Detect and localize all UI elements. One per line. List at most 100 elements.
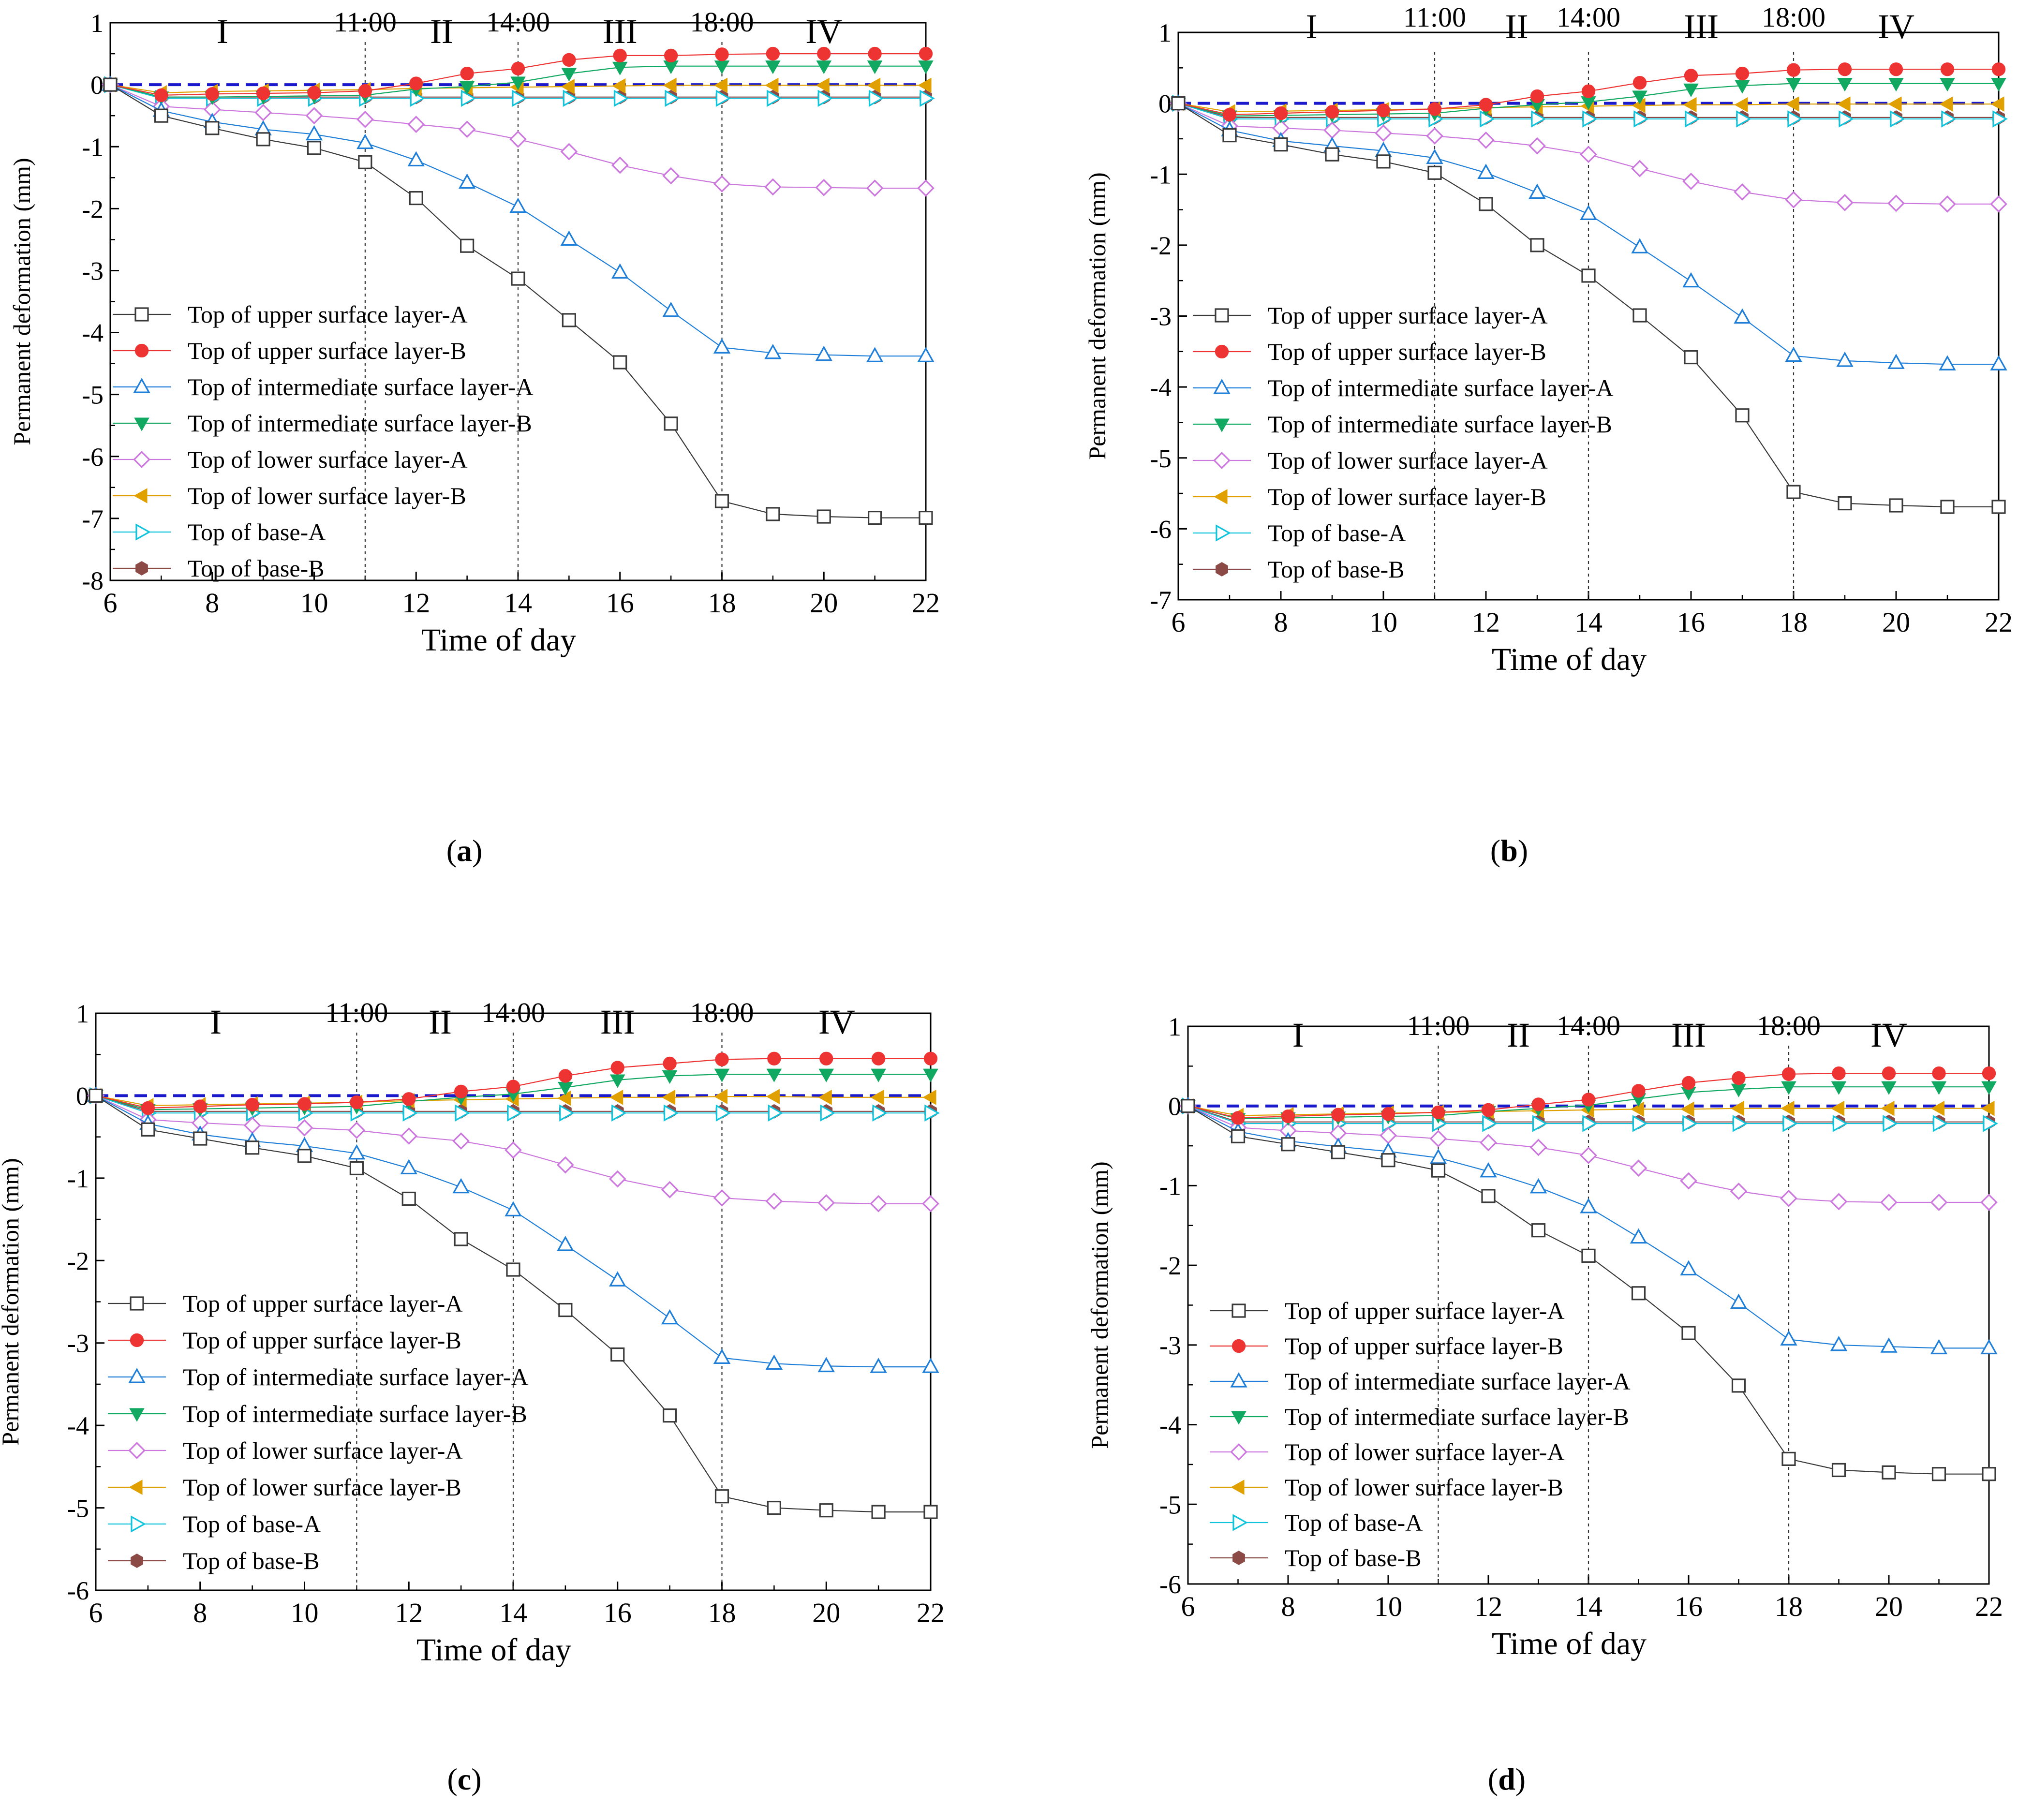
- x-tick-label: 10: [1369, 607, 1397, 638]
- data-point: [307, 141, 322, 155]
- legend-marker: [133, 378, 150, 393]
- x-tick-label: 8: [193, 1597, 207, 1628]
- data-point: [254, 104, 272, 121]
- legend-marker: [130, 1333, 144, 1347]
- legend-item: Top of lower surface layer-A: [113, 446, 468, 473]
- data-point: [1683, 83, 1699, 97]
- data-point: [1532, 1115, 1548, 1132]
- y-tick-label: -6: [82, 443, 104, 472]
- data-point: [816, 77, 830, 93]
- data-point: [1331, 1145, 1346, 1159]
- data-point: [765, 1354, 783, 1370]
- y-tick-label: -5: [1159, 1490, 1181, 1519]
- data-point: [1932, 1066, 1946, 1080]
- legend-marker: [1232, 1339, 1246, 1353]
- legend-marker: [1213, 452, 1231, 469]
- y-tick-label: -4: [1150, 373, 1172, 402]
- data-point: [766, 1068, 782, 1082]
- data-point: [1734, 308, 1751, 324]
- data-point: [1837, 78, 1853, 92]
- data-point: [609, 1090, 623, 1105]
- y-tick-label: 0: [1158, 89, 1172, 118]
- stage-label: I: [217, 12, 228, 51]
- legend-marker: [1214, 489, 1228, 504]
- data-point: [922, 1090, 936, 1105]
- data-point: [458, 120, 476, 138]
- x-tick-label: 20: [810, 587, 838, 619]
- data-point: [1930, 1339, 1948, 1355]
- x-tick-label: 8: [1281, 1591, 1295, 1622]
- data-point: [455, 1104, 470, 1122]
- y-tick-label: -6: [67, 1576, 89, 1605]
- data-point: [663, 1056, 677, 1071]
- y-tick-label: 1: [90, 9, 104, 38]
- data-point: [297, 1149, 312, 1163]
- data-point: [1480, 1162, 1497, 1178]
- data-point: [663, 60, 679, 74]
- legend-item: Top of upper surface layer-A: [113, 301, 468, 328]
- legend-item: Top of base-A: [1210, 1509, 1423, 1536]
- panel-caption: (c): [447, 1762, 481, 1796]
- data-point: [1839, 110, 1854, 128]
- legend-label: Top of upper surface layer-B: [183, 1327, 461, 1354]
- data-point: [661, 1309, 679, 1325]
- data-point: [454, 1232, 468, 1246]
- data-point: [1281, 1137, 1295, 1152]
- x-tick-label: 18: [1780, 607, 1808, 638]
- y-tick-label: -1: [67, 1164, 89, 1193]
- x-tick-label: 20: [1875, 1591, 1903, 1622]
- data-point: [1630, 1228, 1647, 1244]
- data-point: [193, 1099, 207, 1113]
- data-point: [1376, 154, 1391, 169]
- data-point: [1481, 1189, 1496, 1203]
- data-point: [400, 1127, 418, 1145]
- y-tick-label: -3: [1159, 1331, 1181, 1360]
- data-point: [1581, 1093, 1596, 1107]
- data-point: [713, 338, 731, 354]
- data-point: [919, 511, 933, 525]
- data-point: [141, 1101, 155, 1115]
- data-point: [1477, 132, 1495, 149]
- data-point: [820, 1104, 836, 1122]
- time-marker-label: 18:00: [1762, 1, 1825, 33]
- data-point: [1375, 141, 1392, 157]
- data-point: [767, 1051, 781, 1065]
- data-point: [245, 1098, 259, 1112]
- y-tick-label: -7: [82, 504, 104, 533]
- data-point: [1681, 1076, 1696, 1090]
- data-point: [768, 1104, 784, 1122]
- data-point: [661, 1181, 679, 1199]
- x-tick-label: 16: [606, 587, 634, 619]
- y-tick-label: 1: [1158, 18, 1172, 47]
- y-tick-label: -5: [1150, 444, 1172, 473]
- legend-label: Top of base-B: [188, 555, 325, 582]
- legend-marker: [134, 307, 149, 322]
- legend-label: Top of upper surface layer-A: [1268, 302, 1548, 329]
- legend-item: Top of upper surface layer-B: [108, 1327, 461, 1354]
- panel-caption: (a): [446, 833, 483, 868]
- data-point: [1181, 1099, 1195, 1113]
- legend-marker: [1232, 1551, 1245, 1565]
- data-point: [868, 511, 882, 525]
- data-point: [924, 1104, 940, 1122]
- legend-item: Top of upper surface layer-A: [108, 1290, 463, 1317]
- data-point: [205, 121, 220, 135]
- legend-item: Top of upper surface layer-B: [1193, 338, 1546, 365]
- data-point: [663, 1104, 679, 1122]
- data-point: [356, 110, 374, 128]
- caption-part: (: [1490, 833, 1500, 868]
- legend-marker: [1216, 562, 1228, 577]
- legend-marker: [1216, 524, 1231, 542]
- data-point: [715, 1052, 729, 1066]
- data-point: [1982, 1066, 1996, 1080]
- data-point: [307, 86, 321, 100]
- caption-part: ): [1518, 833, 1528, 868]
- data-point: [458, 173, 476, 189]
- data-point: [1881, 1081, 1897, 1095]
- data-point: [1940, 78, 1955, 92]
- data-point: [1786, 485, 1801, 499]
- data-point: [920, 89, 935, 107]
- data-point: [1734, 183, 1751, 201]
- x-tick-label: 14: [1574, 607, 1603, 638]
